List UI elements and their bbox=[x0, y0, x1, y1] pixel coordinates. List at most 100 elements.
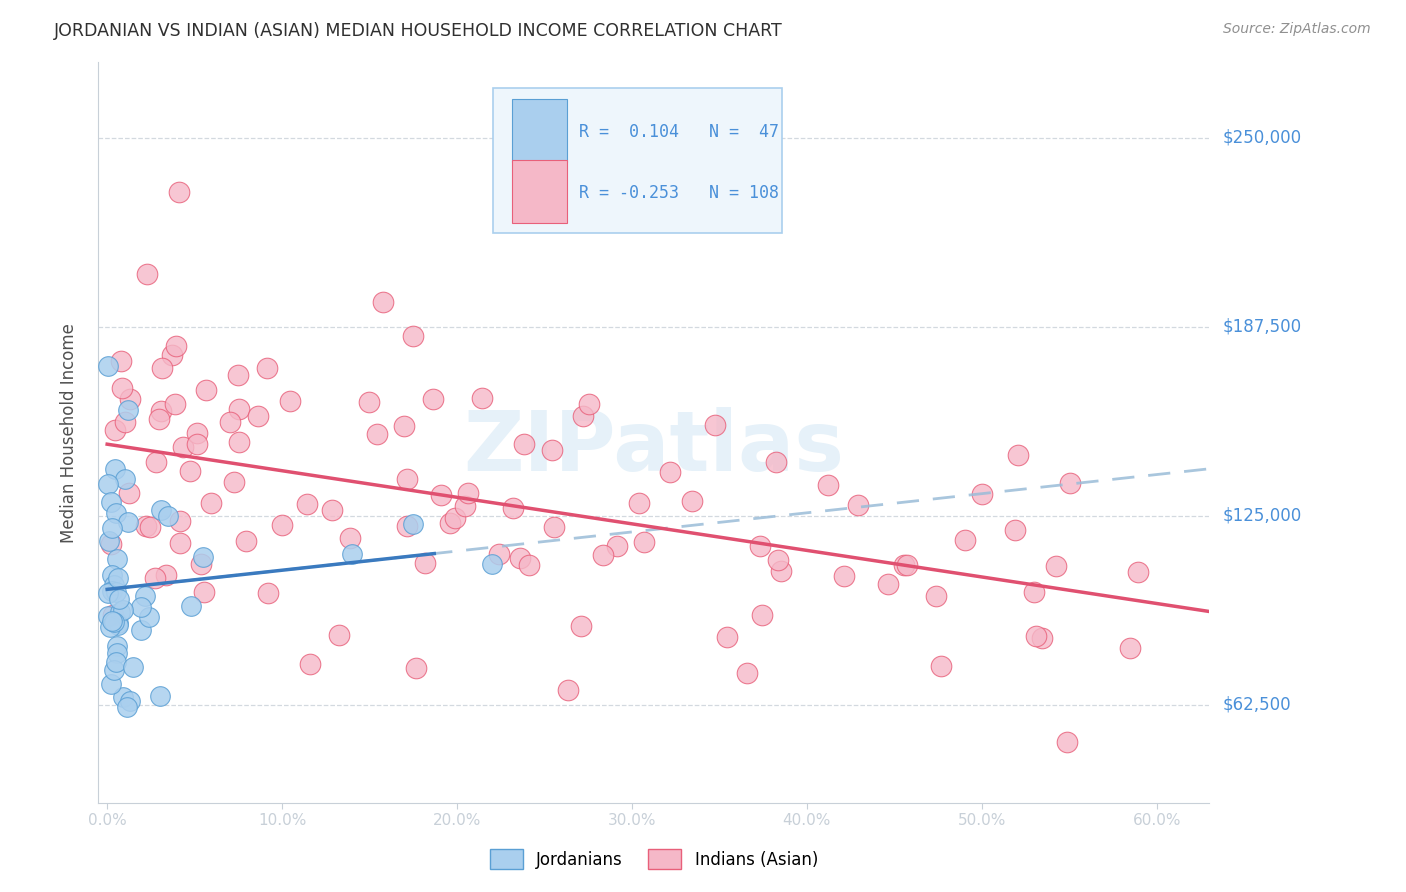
Point bbox=[339, 531, 361, 545]
Point bbox=[114, 415, 136, 429]
Point bbox=[135, 519, 157, 533]
Point bbox=[557, 683, 579, 698]
Point bbox=[972, 487, 994, 501]
Point bbox=[395, 472, 418, 486]
Point bbox=[179, 464, 201, 478]
Point bbox=[502, 500, 524, 515]
Point bbox=[190, 557, 212, 571]
Point bbox=[110, 354, 132, 368]
Point bbox=[180, 599, 202, 614]
Point bbox=[118, 694, 141, 708]
Point bbox=[150, 361, 173, 376]
Point bbox=[765, 455, 787, 469]
Point bbox=[97, 609, 120, 624]
Point bbox=[115, 700, 138, 714]
Point bbox=[105, 655, 128, 669]
Text: ZIPatlas: ZIPatlas bbox=[464, 407, 844, 488]
Text: R = -0.253   N = 108: R = -0.253 N = 108 bbox=[579, 184, 779, 202]
Point bbox=[270, 518, 292, 533]
Point bbox=[169, 514, 191, 528]
Point bbox=[328, 628, 350, 642]
Point bbox=[1025, 629, 1047, 643]
Point bbox=[108, 591, 131, 606]
Point bbox=[413, 557, 436, 571]
Point bbox=[1059, 476, 1081, 491]
Point bbox=[877, 577, 900, 591]
Point bbox=[97, 359, 120, 374]
Point bbox=[105, 552, 128, 566]
Point bbox=[155, 568, 177, 582]
Point bbox=[172, 441, 194, 455]
Point bbox=[101, 584, 124, 599]
Point bbox=[222, 475, 245, 489]
Point bbox=[112, 690, 135, 705]
Point bbox=[1031, 632, 1053, 646]
Point bbox=[572, 409, 595, 424]
Point bbox=[770, 564, 793, 578]
Point bbox=[107, 615, 129, 630]
Point bbox=[163, 397, 186, 411]
Point bbox=[681, 494, 703, 508]
Legend: Jordanians, Indians (Asian): Jordanians, Indians (Asian) bbox=[482, 842, 825, 876]
Point bbox=[751, 608, 773, 623]
Point bbox=[402, 517, 425, 532]
Point bbox=[659, 465, 682, 479]
Point bbox=[167, 186, 190, 200]
Point bbox=[749, 539, 772, 553]
Point bbox=[471, 392, 494, 406]
Point bbox=[114, 472, 136, 486]
Point bbox=[299, 657, 322, 671]
Point bbox=[103, 577, 125, 591]
Point bbox=[145, 571, 167, 585]
Point bbox=[219, 415, 242, 429]
Point bbox=[929, 659, 952, 673]
Point bbox=[135, 267, 157, 281]
Point bbox=[359, 394, 381, 409]
Point bbox=[138, 610, 160, 624]
Y-axis label: Median Household Income: Median Household Income bbox=[59, 323, 77, 542]
Point bbox=[1126, 566, 1149, 580]
Point bbox=[257, 586, 280, 600]
Point bbox=[457, 486, 479, 500]
Point bbox=[134, 589, 156, 603]
Point bbox=[100, 567, 122, 582]
Point bbox=[703, 418, 725, 433]
Point bbox=[228, 434, 250, 449]
Point bbox=[129, 599, 152, 614]
Point bbox=[896, 558, 918, 572]
Point bbox=[169, 536, 191, 550]
FancyBboxPatch shape bbox=[512, 160, 567, 223]
Point bbox=[366, 427, 388, 442]
Point bbox=[107, 570, 129, 584]
Point bbox=[149, 689, 172, 703]
Point bbox=[186, 425, 208, 440]
Point bbox=[768, 553, 790, 567]
Point bbox=[97, 585, 120, 599]
Point bbox=[256, 360, 278, 375]
Point bbox=[517, 558, 540, 573]
Point bbox=[430, 488, 453, 502]
Point bbox=[103, 608, 125, 623]
Point bbox=[295, 497, 318, 511]
Point bbox=[395, 518, 418, 533]
Point bbox=[157, 509, 180, 524]
Point bbox=[1024, 585, 1046, 599]
Point bbox=[226, 368, 249, 382]
Point bbox=[149, 502, 172, 516]
Text: JORDANIAN VS INDIAN (ASIAN) MEDIAN HOUSEHOLD INCOME CORRELATION CHART: JORDANIAN VS INDIAN (ASIAN) MEDIAN HOUSE… bbox=[53, 22, 782, 40]
Point bbox=[321, 503, 343, 517]
Point bbox=[100, 677, 122, 691]
Point bbox=[104, 506, 127, 520]
Point bbox=[893, 558, 915, 572]
Point bbox=[716, 630, 738, 644]
Point bbox=[97, 477, 120, 491]
Point bbox=[129, 624, 152, 638]
Point bbox=[735, 665, 758, 680]
Point bbox=[100, 520, 122, 534]
Point bbox=[925, 589, 948, 603]
Point bbox=[195, 383, 218, 397]
Point bbox=[541, 443, 564, 458]
Point bbox=[98, 534, 121, 549]
Point bbox=[105, 647, 128, 661]
Point bbox=[592, 548, 614, 562]
